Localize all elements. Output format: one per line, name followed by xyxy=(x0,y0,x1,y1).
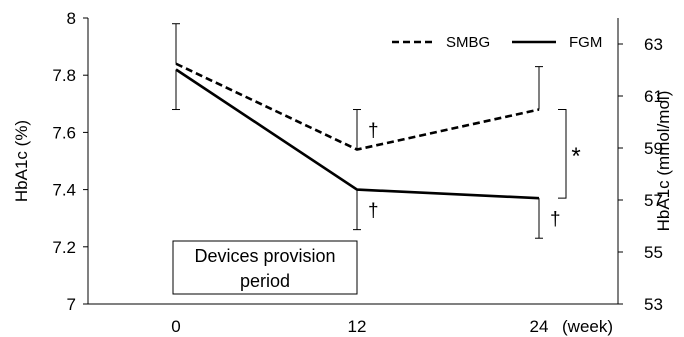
x-tick-label: 24 xyxy=(530,317,549,336)
x-unit-label: (week) xyxy=(562,317,613,336)
x-tick-label: 0 xyxy=(171,317,180,336)
significance-bracket xyxy=(558,109,567,199)
y-tick-label: 7.6 xyxy=(52,123,76,142)
series-group xyxy=(172,23,543,239)
y-tick-label: 7.4 xyxy=(52,181,76,200)
y-tick-label: 7 xyxy=(67,295,76,314)
legend: SMBG FGM xyxy=(392,34,602,51)
y-tick-label: 7.2 xyxy=(52,238,76,257)
y-axis-title: HbA1c (%) xyxy=(12,120,31,202)
annotations-group: † † † * Devices provision period xyxy=(172,109,581,295)
significance-star: * xyxy=(571,143,580,170)
y2-tick-label: 59 xyxy=(644,139,663,158)
y2-tick-label: 53 xyxy=(644,295,663,314)
axes-group xyxy=(83,17,623,305)
x-tick-label: 12 xyxy=(348,317,367,336)
y2-tick-label: 63 xyxy=(644,35,663,54)
tick-labels-group: 7 7.2 7.4 7.6 7.8 8 53 55 57 59 61 63 0 12 24 (week) HbA… xyxy=(12,9,673,336)
y2-tick-label: 55 xyxy=(644,243,663,262)
significance-dagger: † xyxy=(550,209,561,230)
legend-label-smbg: SMBG xyxy=(446,34,490,51)
devices-provision-box xyxy=(172,240,358,295)
legend-label-fgm: FGM xyxy=(569,34,602,51)
y2-tick-label: 57 xyxy=(644,191,663,210)
significance-dagger: † xyxy=(368,121,379,142)
y-tick-label: 7.8 xyxy=(52,66,76,85)
significance-dagger: † xyxy=(368,201,379,222)
devices-provision-line2: period xyxy=(240,271,290,291)
devices-provision-line1: Devices provision xyxy=(194,246,335,266)
y-tick-label: 8 xyxy=(67,9,76,28)
y2-axis-title: HbA1c (mmol/mol) xyxy=(654,91,673,232)
y2-tick-label: 61 xyxy=(644,87,663,106)
